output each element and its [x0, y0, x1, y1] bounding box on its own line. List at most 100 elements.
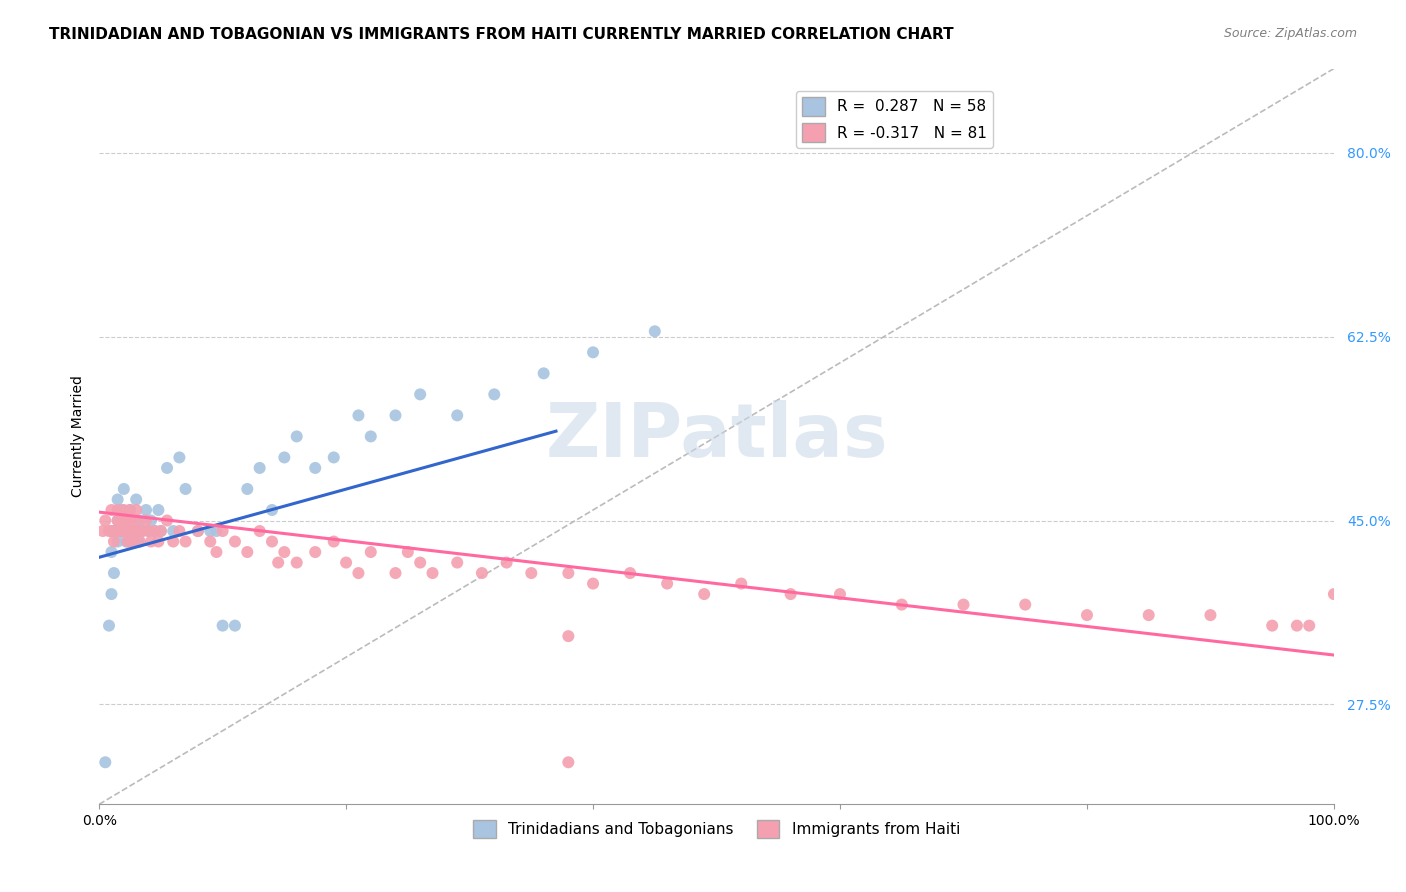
Point	[122, 534, 145, 549]
Point	[205, 524, 228, 538]
Point	[557, 566, 579, 580]
Point	[98, 524, 121, 538]
Point	[1076, 608, 1098, 623]
Point	[384, 566, 406, 580]
Point	[322, 450, 344, 465]
Text: TRINIDADIAN AND TOBAGONIAN VS IMMIGRANTS FROM HAITI CURRENTLY MARRIED CORRELATIO: TRINIDADIAN AND TOBAGONIAN VS IMMIGRANTS…	[49, 27, 953, 42]
Point	[104, 524, 127, 538]
Point	[107, 514, 129, 528]
Point	[484, 387, 506, 401]
Point	[200, 524, 222, 538]
Point	[107, 514, 129, 528]
Point	[103, 534, 125, 549]
Point	[360, 545, 382, 559]
Point	[520, 566, 543, 580]
Point	[446, 409, 468, 423]
Point	[1298, 618, 1320, 632]
Point	[224, 618, 246, 632]
Point	[125, 524, 148, 538]
Point	[162, 524, 184, 538]
Point	[139, 534, 162, 549]
Point	[582, 345, 605, 359]
Point	[139, 514, 162, 528]
Point	[122, 524, 145, 538]
Point	[557, 629, 579, 643]
Point	[100, 587, 122, 601]
Point	[128, 514, 150, 528]
Point	[236, 545, 259, 559]
Point	[1199, 608, 1222, 623]
Point	[110, 524, 132, 538]
Point	[100, 524, 122, 538]
Point	[200, 534, 222, 549]
Point	[148, 534, 170, 549]
Point	[135, 503, 157, 517]
Point	[91, 524, 114, 538]
Point	[779, 587, 801, 601]
Point	[107, 503, 129, 517]
Point	[446, 556, 468, 570]
Point	[304, 461, 326, 475]
Point	[174, 534, 197, 549]
Point	[128, 534, 150, 549]
Point	[98, 618, 121, 632]
Point	[952, 598, 974, 612]
Point	[149, 524, 172, 538]
Point	[107, 492, 129, 507]
Point	[148, 503, 170, 517]
Point	[582, 576, 605, 591]
Point	[100, 524, 122, 538]
Point	[409, 387, 432, 401]
Point	[693, 587, 716, 601]
Point	[1137, 608, 1160, 623]
Point	[118, 503, 141, 517]
Point	[100, 545, 122, 559]
Point	[273, 545, 295, 559]
Point	[156, 514, 179, 528]
Legend: Trinidadians and Tobagonians, Immigrants from Haiti: Trinidadians and Tobagonians, Immigrants…	[467, 814, 966, 845]
Point	[211, 618, 233, 632]
Point	[115, 534, 138, 549]
Point	[1323, 587, 1346, 601]
Point	[169, 524, 191, 538]
Point	[121, 524, 143, 538]
Point	[174, 482, 197, 496]
Point	[118, 524, 141, 538]
Point	[128, 534, 150, 549]
Point	[273, 450, 295, 465]
Point	[360, 429, 382, 443]
Point	[249, 524, 271, 538]
Point	[121, 534, 143, 549]
Point	[260, 534, 283, 549]
Point	[94, 514, 117, 528]
Point	[533, 367, 555, 381]
Point	[304, 545, 326, 559]
Text: Source: ZipAtlas.com: Source: ZipAtlas.com	[1223, 27, 1357, 40]
Point	[162, 534, 184, 549]
Point	[110, 514, 132, 528]
Point	[104, 524, 127, 538]
Point	[112, 524, 135, 538]
Point	[115, 514, 138, 528]
Point	[322, 534, 344, 549]
Y-axis label: Currently Married: Currently Married	[72, 376, 86, 498]
Point	[1014, 598, 1036, 612]
Point	[110, 503, 132, 517]
Point	[471, 566, 494, 580]
Point	[125, 492, 148, 507]
Point	[112, 524, 135, 538]
Point	[1285, 618, 1308, 632]
Point	[143, 524, 166, 538]
Point	[422, 566, 444, 580]
Point	[1261, 618, 1284, 632]
Point	[117, 524, 139, 538]
Point	[347, 409, 370, 423]
Point	[655, 576, 678, 591]
Point	[135, 514, 157, 528]
Point	[143, 524, 166, 538]
Point	[107, 524, 129, 538]
Point	[138, 524, 160, 538]
Point	[187, 524, 209, 538]
Point	[100, 503, 122, 517]
Point	[110, 524, 132, 538]
